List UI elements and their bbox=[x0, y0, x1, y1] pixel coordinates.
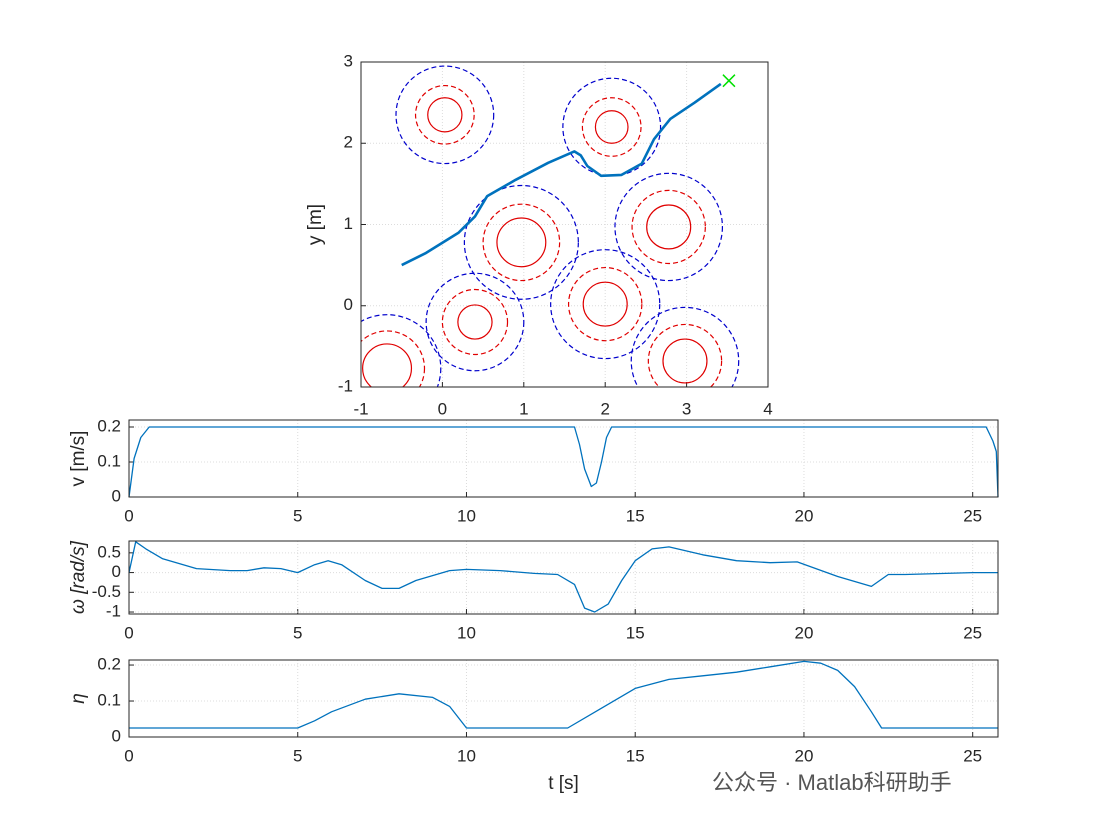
obstacle-circle bbox=[425, 272, 525, 372]
data-line bbox=[401, 82, 722, 267]
axes-box bbox=[128, 419, 999, 498]
obstacle-circle bbox=[395, 65, 495, 165]
y-axis-label: v [m/s] bbox=[68, 431, 89, 487]
x-tick-label: 10 bbox=[457, 623, 476, 642]
data-line bbox=[128, 426, 999, 498]
x-tick-label: 2 bbox=[600, 399, 609, 418]
x-tick-label: 20 bbox=[794, 506, 813, 525]
axes-background bbox=[129, 420, 998, 497]
obstacle-circle bbox=[496, 217, 547, 268]
x-tick-label: 15 bbox=[626, 623, 645, 642]
obstacle-circle bbox=[647, 323, 723, 387]
x-tick-label: 5 bbox=[293, 506, 302, 525]
y-tick-label: -0.5 bbox=[92, 582, 121, 601]
y-tick-label: 3 bbox=[344, 51, 353, 70]
x-tick-label: 0 bbox=[124, 746, 133, 765]
obstacle-circle bbox=[361, 330, 426, 387]
plot-area bbox=[361, 65, 740, 387]
x-tick-label: 5 bbox=[293, 623, 302, 642]
obstacle-circle bbox=[550, 249, 661, 360]
x-tick-label: 10 bbox=[457, 506, 476, 525]
x-tick-label: 25 bbox=[963, 746, 982, 765]
y-tick-label: 0.1 bbox=[97, 451, 121, 470]
y-tick-label: 0 bbox=[112, 726, 121, 745]
x-tick-label: 15 bbox=[626, 506, 645, 525]
watermark: 公众号 · Matlab科研助手 bbox=[712, 770, 952, 795]
x-tick-label: -1 bbox=[353, 399, 368, 418]
y-tick-label: -1 bbox=[106, 602, 121, 621]
y-axis-label: ω [rad/s] bbox=[68, 540, 89, 614]
x-tick-label: 15 bbox=[626, 746, 645, 765]
obstacle-circle bbox=[441, 288, 509, 356]
x-tick-label: 10 bbox=[457, 746, 476, 765]
x-tick-label: 25 bbox=[963, 623, 982, 642]
obstacle-circle bbox=[414, 84, 475, 145]
x-tick-label: 0 bbox=[124, 506, 133, 525]
obstacle-circle bbox=[631, 189, 706, 265]
x-tick-label: 0 bbox=[438, 399, 447, 418]
axes-box bbox=[360, 61, 769, 388]
obstacle-circle bbox=[362, 343, 413, 387]
end-marker bbox=[722, 74, 736, 88]
obstacle-circle bbox=[594, 110, 629, 144]
x-tick-label: 1 bbox=[519, 399, 528, 418]
x-tick-label: 0 bbox=[124, 623, 133, 642]
x-tick-label: 20 bbox=[794, 746, 813, 765]
data-line bbox=[128, 541, 998, 613]
axes-background bbox=[129, 660, 998, 737]
y-tick-label: 0.1 bbox=[97, 691, 121, 710]
x-tick-label: 25 bbox=[963, 506, 982, 525]
obstacle-circle bbox=[463, 184, 579, 300]
x-axis-label: t [s] bbox=[548, 773, 579, 794]
y-tick-label: 0.2 bbox=[97, 655, 121, 674]
obstacle-circle bbox=[457, 304, 493, 340]
x-tick-label: 20 bbox=[794, 623, 813, 642]
axes-box bbox=[128, 540, 999, 615]
obstacle-circle bbox=[482, 203, 561, 282]
obstacle-circle bbox=[427, 97, 463, 133]
obstacle-circle bbox=[581, 97, 642, 157]
x-tick-label: 5 bbox=[293, 746, 302, 765]
y-tick-label: 0.2 bbox=[97, 416, 121, 435]
obstacle-circle bbox=[630, 306, 740, 387]
obstacle-circle bbox=[662, 338, 708, 384]
obstacle-circle bbox=[646, 204, 692, 250]
y-tick-label: 0 bbox=[344, 295, 353, 314]
y-tick-label: 0.5 bbox=[97, 542, 121, 561]
y-tick-label: 0 bbox=[112, 562, 121, 581]
y-axis-label: y [m] bbox=[305, 204, 326, 245]
obstacle-circle bbox=[614, 172, 724, 282]
x-tick-label: 4 bbox=[763, 399, 772, 418]
y-axis-label: η bbox=[68, 693, 89, 704]
obstacle-circle bbox=[582, 281, 628, 327]
y-tick-label: 1 bbox=[344, 214, 353, 233]
x-tick-label: 3 bbox=[682, 399, 691, 418]
obstacle-circle bbox=[567, 266, 643, 342]
y-tick-label: -1 bbox=[338, 376, 353, 395]
axes-box bbox=[128, 659, 999, 738]
data-line bbox=[129, 660, 998, 729]
y-tick-label: 0 bbox=[112, 486, 121, 505]
y-tick-label: 2 bbox=[344, 133, 353, 152]
obstacle-circle bbox=[361, 314, 442, 387]
